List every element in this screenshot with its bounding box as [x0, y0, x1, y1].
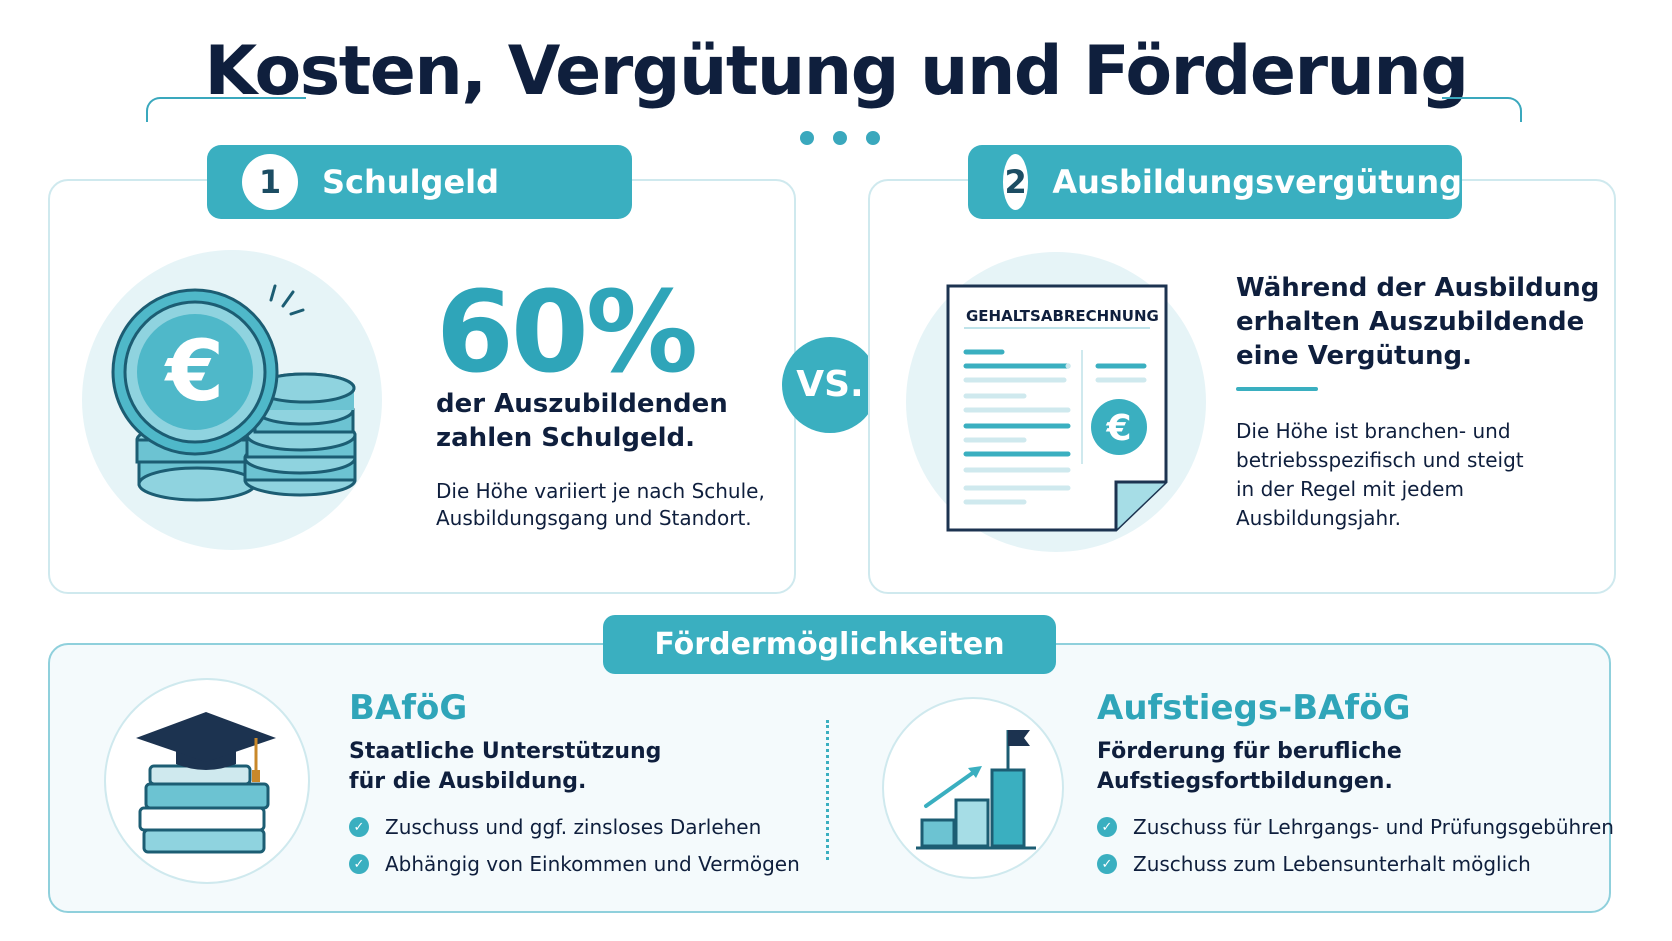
bafoeg-bullet: ✓ Abhängig von Einkommen und Vermögen [349, 852, 800, 876]
tab-ausbildungsverguetung: 2 Ausbildungsvergütung [968, 145, 1462, 219]
tab-schulgeld-label: Schulgeld [322, 163, 500, 201]
check-icon: ✓ [1097, 854, 1117, 874]
aufstieg-bullet-text: Zuschuss zum Lebensunterhalt möglich [1133, 852, 1531, 876]
check-icon: ✓ [349, 817, 369, 837]
graduation-books-icon [136, 712, 276, 854]
foerder-divider [826, 720, 829, 860]
euro-coins-icon: € [111, 284, 357, 502]
schulgeld-headline-1: der Auszubildenden [436, 389, 728, 419]
aufstieg-bullet-text: Zuschuss für Lehrgangs- und Prüfungsgebü… [1133, 815, 1614, 839]
bafoeg-bullet-text: Zuschuss und ggf. zinsloses Darlehen [385, 815, 762, 839]
verguetung-accent-line [1236, 387, 1318, 391]
header: Kosten, Vergütung und Förderung [0, 22, 1672, 122]
schulgeld-body-2: Ausbildungsgang und Standort. [436, 506, 752, 530]
verguetung-body-4: Ausbildungsjahr. [1236, 506, 1401, 530]
bafoeg-title: BAföG [349, 688, 468, 728]
bafoeg-bullet: ✓ Zuschuss und ggf. zinsloses Darlehen [349, 815, 761, 839]
title-decoration-right [1442, 97, 1522, 122]
aufstieg-title: Aufstiegs-BAföG [1097, 688, 1411, 728]
schulgeld-headline-2: zahlen Schulgeld. [436, 423, 696, 453]
bafoeg-sub-2: für die Ausbildung. [349, 769, 587, 794]
aufstieg-sub-1: Förderung für berufliche [1097, 739, 1402, 764]
verguetung-headline-1: Während der Ausbildung [1236, 273, 1600, 303]
schulgeld-percentage: 60% [436, 268, 698, 398]
step-number-1: 1 [242, 154, 298, 210]
aufstieg-bullet: ✓ Zuschuss zum Lebensunterhalt möglich [1097, 852, 1531, 876]
page-title: Kosten, Vergütung und Förderung [204, 32, 1470, 111]
bafoeg-sub-1: Staatliche Unterstützung [349, 739, 662, 764]
schulgeld-body-1: Die Höhe variiert je nach Schule, [436, 479, 765, 503]
check-icon: ✓ [349, 854, 369, 874]
verguetung-body-2: betriebsspezifisch und steigt [1236, 448, 1524, 472]
payslip-label: GEHALTSABRECHNUNG [966, 307, 1159, 325]
verguetung-body-3: in der Regel mit jedem [1236, 477, 1464, 501]
svg-text:€: € [1105, 408, 1131, 449]
check-icon: ✓ [1097, 817, 1117, 837]
verguetung-headline-3: eine Vergütung. [1236, 341, 1472, 371]
title-dots [800, 131, 880, 145]
growth-chart-flag-icon [916, 730, 1036, 850]
tab-foerdermoeglichkeiten: Fördermöglichkeiten [603, 615, 1056, 674]
payslip-icon: € [946, 284, 1168, 532]
tab-schulgeld: 1 Schulgeld [207, 145, 632, 219]
title-decoration-left [146, 97, 306, 122]
vs-badge: VS. [782, 337, 878, 433]
aufstieg-sub-2: Aufstiegsfortbildungen. [1097, 769, 1393, 794]
verguetung-headline-2: erhalten Auszubildende [1236, 307, 1585, 337]
tab-ausbildungsverguetung-label: Ausbildungsvergütung [1052, 163, 1462, 201]
verguetung-body-1: Die Höhe ist branchen- und [1236, 419, 1511, 443]
step-number-2: 2 [1003, 154, 1029, 210]
bafoeg-bullet-text: Abhängig von Einkommen und Vermögen [385, 852, 800, 876]
svg-text:€: € [164, 322, 224, 420]
aufstieg-bullet: ✓ Zuschuss für Lehrgangs- und Prüfungsge… [1097, 815, 1614, 839]
